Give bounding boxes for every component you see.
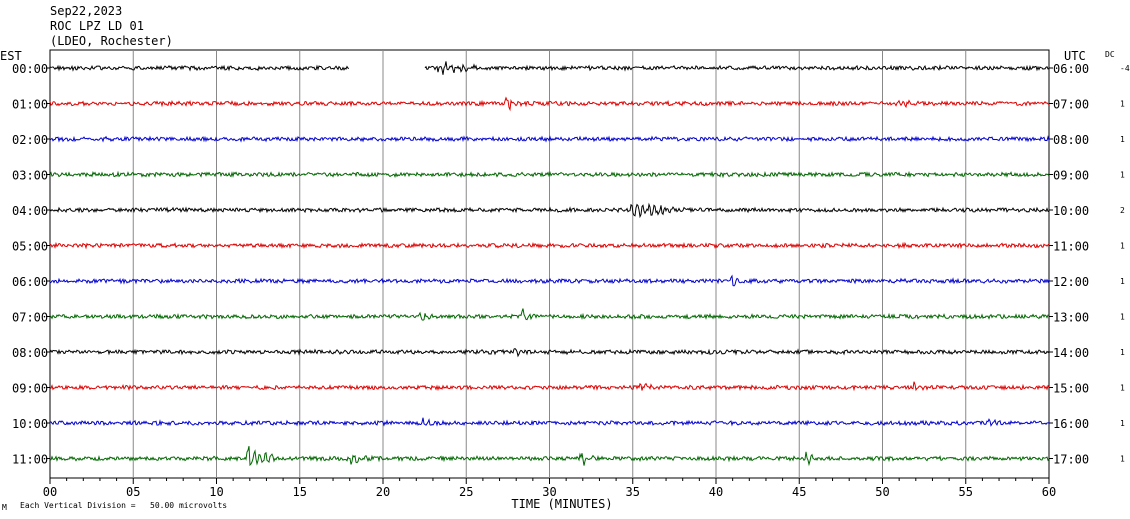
- utc-time-label: 16:00: [1053, 417, 1089, 431]
- footer-logo: M: [2, 503, 7, 512]
- dc-offset-value: 1: [1120, 277, 1125, 286]
- utc-time-label: 15:00: [1053, 382, 1089, 396]
- dc-offset-value: 1: [1120, 242, 1125, 251]
- trace-line: [49, 61, 1050, 75]
- trace-line: [49, 135, 1050, 143]
- trace-line: [49, 417, 1050, 427]
- est-time-label: 02:00: [12, 133, 48, 147]
- est-time-label: 00:00: [12, 62, 48, 76]
- utc-time-label: 14:00: [1053, 346, 1089, 360]
- utc-time-label: 07:00: [1053, 98, 1089, 112]
- utc-time-label: 12:00: [1053, 275, 1089, 289]
- x-tick-label: 05: [126, 485, 140, 499]
- vertical-scale-note: Each Vertical Division = 50.00 microvolt…: [20, 501, 228, 510]
- dc-offset-value: 1: [1120, 171, 1125, 180]
- trace-line: [49, 241, 1050, 250]
- utc-time-label: 09:00: [1053, 169, 1089, 183]
- trace-line: [49, 96, 1050, 112]
- x-tick-label: 50: [875, 485, 889, 499]
- trace-line: [49, 445, 1050, 467]
- x-tick-label: 35: [626, 485, 640, 499]
- trace-line: [49, 274, 1050, 287]
- dc-offset-value: 1: [1120, 313, 1125, 322]
- trace-line: [49, 170, 1050, 179]
- est-time-label: 03:00: [12, 169, 48, 183]
- utc-time-label: 06:00: [1053, 62, 1089, 76]
- trace-line: [49, 381, 1050, 392]
- dc-offset-value: 2: [1120, 206, 1125, 215]
- est-axis-label: EST: [0, 49, 22, 63]
- x-tick-label: 60: [1042, 485, 1056, 499]
- x-tick-label: 40: [709, 485, 723, 499]
- dc-offset-value: 1: [1120, 384, 1125, 393]
- x-tick-label: 15: [293, 485, 307, 499]
- dc-offset-value: -4: [1120, 64, 1130, 73]
- est-time-label: 01:00: [12, 98, 48, 112]
- station-label: ROC LPZ LD 01: [50, 19, 144, 33]
- utc-axis-label: UTC: [1064, 49, 1086, 63]
- dc-offset-value: 1: [1120, 348, 1125, 357]
- trace-line: [49, 202, 1050, 219]
- x-tick-label: 10: [209, 485, 223, 499]
- x-tick-label: 25: [459, 485, 473, 499]
- est-time-label: 10:00: [12, 417, 48, 431]
- x-tick-label: 20: [376, 485, 390, 499]
- x-tick-label: 00: [43, 485, 57, 499]
- x-tick-label: 45: [792, 485, 806, 499]
- utc-time-label: 10:00: [1053, 204, 1089, 218]
- est-time-label: 06:00: [12, 275, 48, 289]
- x-axis-title: TIME (MINUTES): [511, 497, 612, 511]
- x-tick-label: 55: [959, 485, 973, 499]
- est-time-label: 07:00: [12, 311, 48, 325]
- utc-time-label: 13:00: [1053, 311, 1089, 325]
- date-label: Sep22,2023: [50, 4, 123, 18]
- dc-offset-value: 1: [1120, 455, 1125, 464]
- trace-line: [49, 308, 1050, 321]
- est-time-label: 04:00: [12, 204, 48, 218]
- x-tick-label: 30: [542, 485, 556, 499]
- est-time-label: 11:00: [12, 453, 48, 467]
- utc-time-label: 11:00: [1053, 240, 1089, 254]
- est-time-label: 09:00: [12, 382, 48, 396]
- trace-line: [49, 347, 1050, 358]
- dc-offset-value: 1: [1120, 100, 1125, 109]
- utc-time-label: 17:00: [1053, 453, 1089, 467]
- est-time-label: 08:00: [12, 346, 48, 360]
- dc-offset-value: 1: [1120, 135, 1125, 144]
- utc-time-label: 08:00: [1053, 133, 1089, 147]
- est-time-label: 05:00: [12, 240, 48, 254]
- network-label: (LDEO, Rochester): [50, 34, 173, 48]
- dc-offset-value: 1: [1120, 419, 1125, 428]
- dc-column-label: DC: [1105, 50, 1115, 59]
